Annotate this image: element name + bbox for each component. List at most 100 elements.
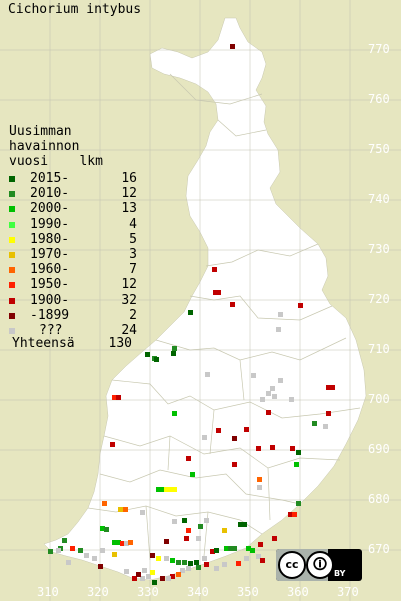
observation-square — [120, 541, 125, 546]
total-label: Yhteensä — [12, 336, 75, 351]
observation-square — [186, 528, 191, 533]
legend-row: 1990- 4 — [9, 217, 139, 232]
observation-square — [160, 576, 165, 581]
observation-square — [152, 580, 157, 585]
observation-square — [154, 357, 159, 362]
observation-square — [298, 303, 303, 308]
observation-square — [116, 540, 121, 545]
observation-square — [132, 576, 137, 581]
legend-year-label: 1980- — [30, 231, 70, 247]
legend-row: -1899 2 — [9, 308, 139, 323]
legend-row: 1950- 12 — [9, 277, 139, 292]
easting-label: 310 — [37, 585, 59, 599]
observation-square — [164, 539, 169, 544]
legend-count: 2 — [129, 307, 137, 323]
legend-count: 32 — [121, 292, 137, 308]
legend-swatch — [9, 206, 15, 213]
legend-swatch — [9, 236, 15, 243]
observation-square — [224, 546, 229, 551]
observation-square — [278, 312, 283, 317]
observation-square — [204, 562, 209, 567]
observation-square — [210, 549, 215, 554]
easting-label: 350 — [237, 585, 259, 599]
legend-swatch — [9, 191, 15, 198]
observation-square — [150, 553, 155, 558]
northing-label: 740 — [368, 192, 390, 206]
legend-swatch — [9, 252, 15, 258]
observation-square — [156, 556, 161, 561]
observation-square — [251, 373, 256, 378]
observation-square — [205, 372, 210, 377]
legend-year-label: 1950- — [30, 277, 70, 293]
legend-year-label: 1960- — [30, 262, 70, 278]
legend-row: 2010- 12 — [9, 186, 139, 201]
observation-square — [244, 556, 249, 561]
observation-square — [196, 565, 201, 570]
observation-square — [204, 518, 209, 523]
observation-square — [112, 395, 117, 400]
observation-square — [110, 442, 115, 447]
legend-row: 1900- 32 — [9, 293, 139, 308]
observation-square — [214, 566, 219, 571]
observation-square — [84, 553, 89, 558]
legend-count: 5 — [129, 231, 137, 247]
legend-swatch — [9, 221, 15, 228]
observation-square — [70, 546, 75, 551]
observation-square — [172, 411, 177, 416]
observation-square — [202, 435, 207, 440]
legend-col-year: vuosi — [9, 154, 49, 169]
observation-square — [290, 446, 295, 451]
legend-year-label: 1990- — [30, 216, 70, 232]
legend-count: 12 — [121, 277, 137, 293]
observation-square — [250, 548, 255, 553]
observation-square — [288, 512, 293, 517]
observation-square — [100, 548, 105, 553]
observation-square — [190, 472, 195, 477]
observation-square — [123, 507, 128, 512]
easting-label: 340 — [187, 585, 209, 599]
observation-square — [112, 552, 117, 557]
by-label: BY — [334, 569, 346, 578]
observation-square — [266, 391, 271, 396]
observation-square — [216, 428, 221, 433]
observation-square — [214, 548, 219, 553]
northing-label: 680 — [368, 492, 390, 506]
legend-heading: Uusimman havainnon vuosi lkm — [9, 124, 103, 169]
observation-square — [150, 570, 155, 575]
observation-square — [166, 576, 171, 581]
observation-square — [188, 310, 193, 315]
total-count: 130 — [108, 336, 132, 351]
observation-square — [164, 556, 169, 561]
legend-swatch — [9, 297, 15, 304]
attribution-person-icon: 🛈 — [306, 551, 334, 579]
observation-square — [270, 445, 275, 450]
observation-square — [278, 378, 283, 383]
species-title: Cichorium intybus — [8, 2, 142, 17]
finland-outline — [43, 17, 367, 581]
northing-label: 720 — [368, 292, 390, 306]
observation-square — [222, 562, 227, 567]
observation-square — [92, 556, 97, 561]
legend-row: ??? 24 — [9, 323, 139, 338]
observation-square — [176, 572, 181, 577]
legend-year-label: -1899 — [30, 307, 70, 323]
observation-square — [170, 558, 175, 563]
creative-commons-by-icon: cc 🛈 BY — [276, 549, 362, 581]
observation-square — [244, 427, 249, 432]
observation-square — [124, 569, 129, 574]
observation-square — [236, 561, 241, 566]
observation-square — [56, 548, 61, 553]
observation-square — [294, 462, 299, 467]
observation-points — [48, 44, 335, 585]
observation-square — [180, 568, 185, 573]
legend-row: 1960- 7 — [9, 262, 139, 277]
northing-label: 710 — [368, 342, 390, 356]
legend-year-label: 2015- — [30, 171, 70, 186]
legend-row: 2000- 13 — [9, 201, 139, 216]
observation-square — [276, 327, 281, 332]
observation-square — [188, 561, 193, 566]
observation-square — [160, 487, 165, 492]
observation-square — [118, 507, 123, 512]
observation-square — [260, 397, 265, 402]
